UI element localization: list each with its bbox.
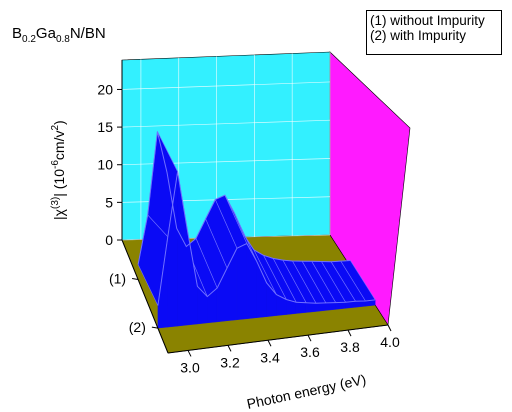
z-tick-label: 15: [97, 119, 113, 135]
x-tick: [387, 324, 392, 332]
z-tick-label: 20: [97, 81, 113, 97]
depth-tick: [132, 278, 139, 281]
x-tick: [347, 329, 352, 337]
legend-entry-1: (1) without Impurity: [370, 13, 485, 28]
surface-skirt: [236, 243, 248, 321]
legend-entry-2: (2) with Impurity: [370, 28, 467, 43]
x-tick: [267, 340, 272, 347]
grid-line-z: [121, 119, 331, 128]
series-line-2: [157, 171, 376, 306]
surface-skirt: [335, 302, 346, 310]
grid-line-z: [121, 81, 331, 90]
x-tick-label: 3.6: [300, 344, 320, 360]
series-line-1: [137, 131, 351, 265]
x-tick-label: 3.0: [180, 359, 200, 375]
depth-axis-line: [121, 239, 169, 354]
chart-title: B0.2Ga0.8N/BN: [12, 25, 106, 45]
z-tick-label: 5: [105, 194, 113, 210]
x-tick: [227, 345, 232, 352]
x-tick-label: 3.2: [220, 354, 240, 370]
x-tick-label: 3.4: [260, 349, 280, 365]
x-axis-line: [167, 324, 389, 354]
surface-skirt: [325, 302, 336, 311]
depth-tick-label: (2): [129, 319, 146, 335]
depth-tick-label: (1): [109, 271, 126, 287]
surface-skirt: [355, 300, 366, 308]
surface-skirt: [296, 302, 307, 314]
x-axis-label: Photon energy (eV): [245, 371, 367, 412]
surface-skirt: [315, 302, 326, 312]
z-tick-label: 10: [97, 157, 113, 173]
z-tick-label: 0: [105, 232, 113, 248]
x-tick: [187, 350, 192, 357]
x-tick: [307, 334, 312, 342]
surface-skirt: [305, 302, 317, 313]
legend: (1) without Impurity (2) with Impurity: [366, 10, 502, 55]
depth-tick: [151, 326, 158, 329]
x-tick-label: 3.8: [340, 339, 360, 355]
x-tick-label: 4.0: [380, 334, 400, 350]
y-axis-label: |χ(3)| (10-6cm/v2): [50, 120, 67, 220]
